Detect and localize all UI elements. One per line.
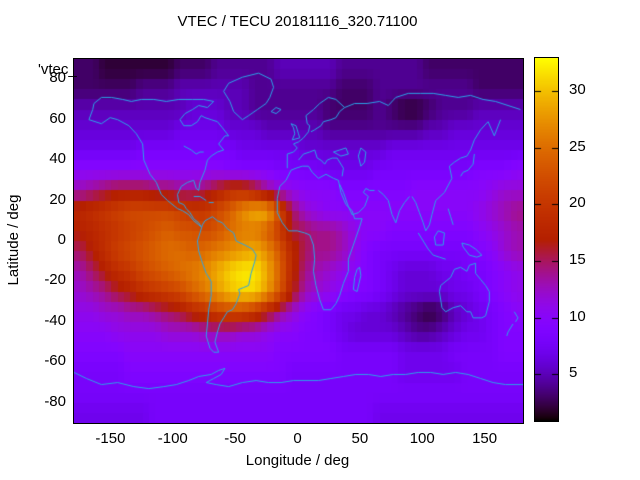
key-label: 'vtec_ (38, 61, 77, 78)
colorbar-canvas (534, 57, 559, 422)
x-tick-label: 100 (409, 430, 435, 447)
y-tick-label: 60 (49, 109, 66, 127)
y-tick-label: -80 (44, 392, 66, 410)
x-axis-label: Longitude / deg (245, 452, 350, 469)
y-tick-label: 40 (49, 150, 66, 168)
y-tick-label: -40 (44, 311, 66, 329)
x-tick-label: 50 (351, 430, 369, 447)
x-tick-label: -150 (95, 430, 126, 447)
plot-title: VTEC / TECU 20181116_320.71100 (177, 13, 418, 30)
y-tick-label: 0 (57, 231, 66, 248)
colorbar-tick-label: 30 (569, 80, 586, 98)
colorbar-tick-label: 25 (569, 137, 586, 155)
y-tick-label: 80 (49, 69, 66, 87)
y-tick-label: -20 (44, 271, 66, 289)
x-tick-label: -100 (157, 430, 188, 447)
colorbar-tick-label: 10 (569, 307, 586, 325)
x-tick-label: 0 (293, 430, 302, 447)
colorbar-tick-label: 20 (569, 194, 586, 212)
x-tick-label: -50 (224, 430, 246, 447)
vtec-heatmap-canvas (73, 58, 524, 424)
y-tick-label: 20 (49, 190, 66, 208)
colorbar-tick-label: 5 (569, 364, 578, 382)
colorbar-tick-label: 15 (569, 251, 586, 269)
x-tick-label: 150 (472, 430, 498, 447)
y-tick-label: -60 (44, 352, 66, 370)
